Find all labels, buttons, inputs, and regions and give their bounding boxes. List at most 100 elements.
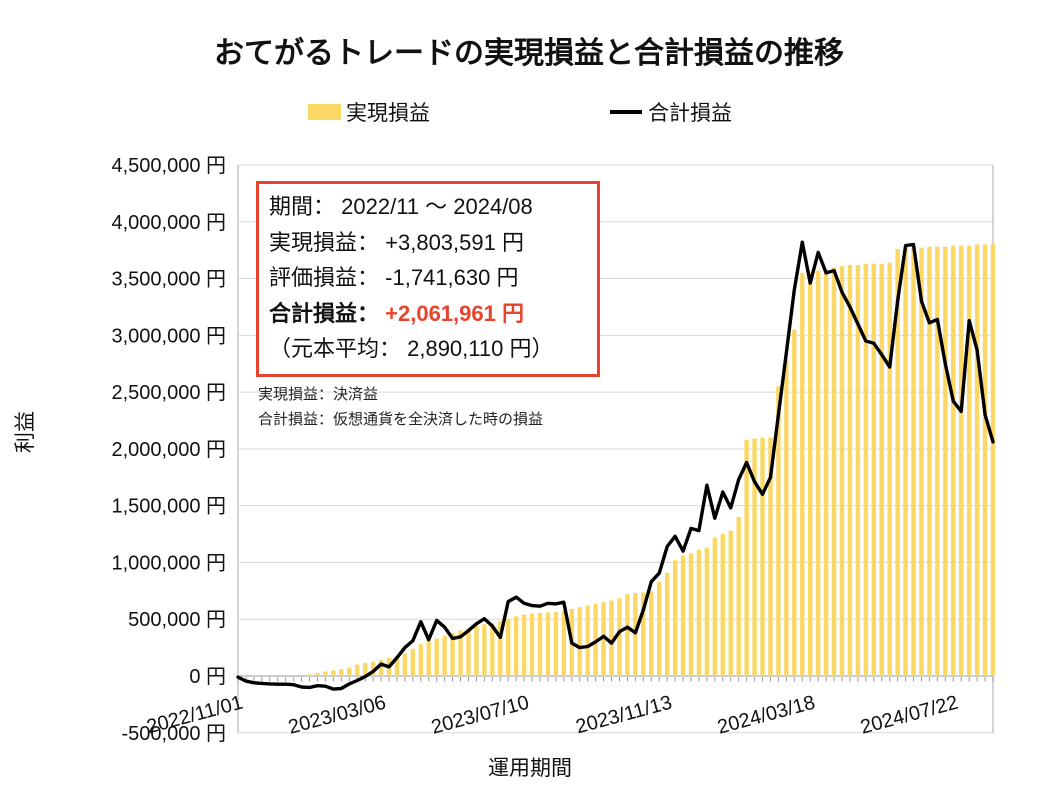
realized-bar <box>879 263 884 676</box>
realized-bar <box>839 266 845 676</box>
realized-bar <box>728 530 733 676</box>
realized-bar <box>529 613 535 676</box>
y-tick-label: 4,500,000 円 <box>111 155 226 177</box>
realized-bar <box>895 249 900 676</box>
realized-bar <box>736 517 741 676</box>
realized-bar <box>370 661 376 676</box>
realized-bar <box>768 437 773 676</box>
y-tick-label: 0 円 <box>189 666 226 688</box>
realized-bar <box>990 244 996 676</box>
note-total: 合計損益：仮想通貨を全決済した時の損益 <box>258 411 544 428</box>
summary-row-total: 合計損益： +2,061,961 円 <box>269 300 524 326</box>
realized-bar <box>823 269 829 676</box>
legend-swatch-realized-icon <box>308 104 341 120</box>
realized-bar <box>474 626 479 676</box>
realized-bar <box>410 648 416 676</box>
page-title: おてがるトレードの実現損益と合計損益の推移 <box>214 37 844 70</box>
realized-bar <box>601 602 606 676</box>
realized-bar <box>815 270 821 676</box>
legend-line-total-icon <box>610 110 642 114</box>
realized-bar <box>720 534 725 676</box>
realized-bar <box>513 616 519 676</box>
realized-bar <box>490 623 495 676</box>
realized-bar <box>347 667 352 676</box>
summary-row-period: 期間： 2022/11 ～ 2024/08 <box>269 194 533 219</box>
realized-bar <box>458 630 463 676</box>
realized-bar <box>585 605 590 676</box>
realized-bar <box>657 581 662 676</box>
realized-bar <box>792 329 797 676</box>
realized-bar <box>831 267 837 676</box>
realized-bar <box>680 555 686 676</box>
realized-bar <box>800 272 805 676</box>
x-tick-label: 2023/07/10 <box>429 692 531 739</box>
realized-bar <box>649 591 654 676</box>
realized-bar <box>450 632 455 676</box>
realized-bar <box>355 664 360 676</box>
realized-bar <box>943 246 948 676</box>
realized-bar <box>696 549 702 676</box>
realized-bar <box>776 386 781 676</box>
realized-bar <box>402 653 408 676</box>
footnotes: 実現損益：決済益 合計損益：仮想通貨を全決済した時の損益 <box>258 382 543 432</box>
x-tick-label: 2024/07/22 <box>858 692 960 739</box>
y-tick-label: 1,000,000 円 <box>111 552 226 574</box>
summary-row-realized: 実現損益： +3,803,591 円 <box>269 229 524 255</box>
realized-bar <box>617 598 622 676</box>
realized-bar <box>609 600 614 676</box>
realized-bar <box>863 263 869 676</box>
realized-bar <box>752 438 757 676</box>
y-tick-label: 3,500,000 円 <box>111 269 226 291</box>
y-tick-label: 500,000 円 <box>128 609 226 631</box>
realized-bar <box>808 271 813 676</box>
realized-bar <box>919 247 924 676</box>
realized-bar <box>982 244 988 676</box>
realized-bar <box>331 670 336 676</box>
legend-item-realized: 実現損益 <box>308 100 430 125</box>
realized-bar <box>506 618 511 676</box>
summary-row-unrealized: 評価損益： -1,741,630 円 <box>269 265 519 290</box>
realized-bar <box>951 245 956 676</box>
realized-bar <box>911 247 916 676</box>
realized-bar <box>974 244 980 676</box>
realized-bar <box>545 612 551 676</box>
realized-bar <box>537 612 543 676</box>
total-line <box>236 240 995 691</box>
realized-bar <box>935 246 940 676</box>
realized-bar <box>959 245 964 676</box>
realized-bar <box>903 247 908 676</box>
realized-bar <box>553 611 559 676</box>
x-axis-title: 運用期間 <box>488 757 572 780</box>
realized-bar <box>966 245 972 676</box>
y-tick-label: 2,500,000 円 <box>111 382 226 404</box>
summary-box: 期間： 2022/11 ～ 2024/08 実現損益： +3,803,591 円… <box>256 181 600 377</box>
y-tick-label: 2,000,000 円 <box>111 439 226 461</box>
realized-bar <box>871 263 876 676</box>
realized-bar <box>688 553 694 676</box>
y-tick-label: -500,000 円 <box>121 723 226 745</box>
realized-bar <box>855 264 861 676</box>
realized-bar <box>760 437 765 676</box>
y-tick-label: 4,000,000 円 <box>111 212 226 234</box>
realized-bar <box>625 594 630 676</box>
realized-bar <box>498 621 503 676</box>
realized-bar <box>442 635 447 676</box>
realized-bar <box>664 572 670 676</box>
realized-bar <box>378 660 384 676</box>
realized-bar <box>704 547 710 676</box>
realized-bar <box>784 360 789 676</box>
realized-bar <box>339 669 344 676</box>
legend-item-total: 合計損益 <box>610 100 732 125</box>
realized-bar <box>577 607 582 676</box>
realized-bar <box>418 644 423 676</box>
realized-bar <box>394 656 400 676</box>
realized-bar <box>672 560 678 676</box>
realized-bar <box>847 264 853 676</box>
realized-bar <box>561 610 567 676</box>
note-realized: 実現損益：決済益 <box>258 386 379 403</box>
summary-row-principal: （元本平均： 2,890,110 円） <box>269 336 554 361</box>
realized-bar <box>307 674 312 676</box>
legend-label-realized: 実現損益 <box>346 102 430 125</box>
